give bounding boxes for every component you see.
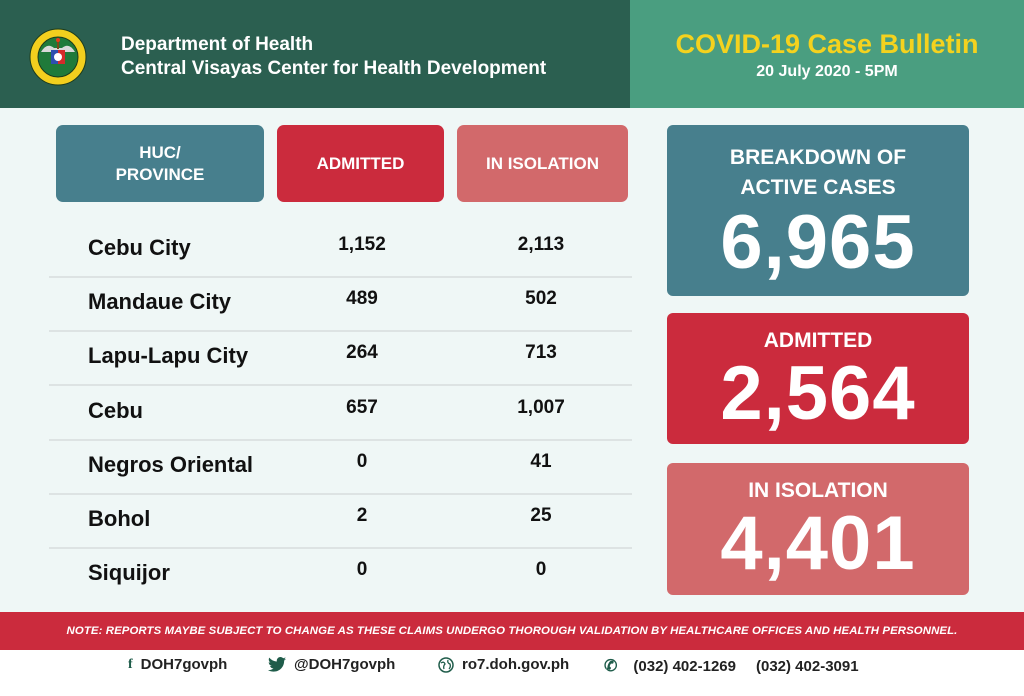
column-header-admitted: ADMITTED (277, 125, 444, 202)
admitted-card-value: 2,564 (720, 351, 916, 436)
isolation-card-value: 4,401 (720, 501, 916, 586)
row-name: Mandaue City (88, 289, 232, 314)
footer-bar (0, 650, 1024, 696)
row-admitted: 264 (346, 342, 378, 363)
table-row: Cebu 657 1,007 (49, 387, 632, 441)
row-isolation: 25 (530, 505, 552, 526)
row-divider (49, 439, 632, 441)
globe-icon (438, 656, 454, 673)
row-divider (49, 547, 632, 549)
disclaimer-note: NOTE: REPORTS MAYBE SUBJECT TO CHANGE AS… (0, 612, 1024, 650)
table-row: Cebu City 1,152 2,113 (49, 224, 632, 278)
active-cases-value: 6,965 (720, 200, 916, 285)
row-divider (49, 384, 632, 386)
header-left-panel (0, 0, 630, 108)
row-name: Negros Oriental (88, 452, 254, 477)
row-name: Lapu-Lapu City (88, 343, 249, 368)
bulletin-title: COVID-19 Case Bulletin (675, 29, 979, 59)
footer-website[interactable]: ro7.doh.gov.ph (438, 656, 569, 673)
phone-number-2[interactable]: (032) 402-3091 (755, 657, 859, 675)
column-header-in-isolation: IN ISOLATION (457, 125, 628, 202)
isolation-card-label: IN ISOLATION (748, 479, 888, 502)
row-name: Bohol (88, 506, 151, 531)
row-divider (49, 276, 632, 278)
row-isolation: 502 (525, 288, 557, 309)
huc-label-line1: HUC/ (139, 142, 181, 162)
phone-number-1[interactable]: (032) 402-1269 (633, 657, 736, 675)
isolation-card: IN ISOLATION 4,401 (667, 463, 969, 595)
row-name: Cebu (88, 398, 143, 423)
facebook-handle[interactable]: DOH7govph (140, 656, 228, 673)
row-isolation: 2,113 (517, 234, 565, 255)
row-admitted: 1,152 (338, 234, 386, 255)
column-header-huc-province: HUC/PROVINCE (56, 125, 264, 202)
twitter-handle[interactable]: @DOH7govph (294, 656, 396, 673)
row-admitted: 0 (356, 451, 368, 472)
footer-twitter[interactable]: @DOH7govph (268, 656, 395, 673)
twitter-icon (268, 657, 286, 672)
active-cases-label-line1: BREAKDOWN OF (729, 146, 907, 169)
row-isolation: 0 (535, 559, 547, 580)
facebook-icon: f (128, 656, 133, 672)
huc-label-line2: PROVINCE (115, 164, 205, 184)
header-right-panel (630, 0, 1024, 108)
org-name: Department of Health (121, 34, 314, 55)
row-divider (49, 330, 632, 332)
admitted-card-label: ADMITTED (763, 329, 873, 352)
row-admitted: 2 (356, 505, 368, 526)
doh-seal-logo (29, 28, 87, 86)
table-row: Bohol 2 25 (49, 495, 632, 549)
row-name: Siquijor (88, 560, 170, 585)
footer-facebook[interactable]: f DOH7govph (128, 656, 227, 673)
footer-phone: ✆ (032) 402-1269 (032) 402-3091 (604, 656, 859, 676)
admitted-card: ADMITTED 2,564 (667, 313, 969, 444)
table-row: Mandaue City 489 502 (49, 278, 632, 332)
row-isolation: 1,007 (517, 397, 565, 418)
row-admitted: 489 (346, 288, 378, 309)
row-admitted: 657 (346, 397, 378, 418)
active-cases-card: BREAKDOWN OF ACTIVE CASES 6,965 (667, 125, 969, 296)
row-admitted: 0 (356, 559, 368, 580)
row-name: Cebu City (88, 235, 191, 260)
org-subname: Central Visayas Center for Health Develo… (121, 58, 547, 79)
table-row: Lapu-Lapu City 264 713 (49, 332, 632, 386)
row-divider (49, 493, 632, 495)
table-row: Negros Oriental 0 41 (49, 441, 632, 495)
active-cases-label-line2: ACTIVE CASES (740, 176, 896, 199)
phone-icon: ✆ (604, 658, 618, 675)
table-row: Siquijor 0 0 (49, 549, 632, 603)
row-isolation: 41 (530, 451, 552, 472)
row-isolation: 713 (525, 342, 557, 363)
website-url[interactable]: ro7.doh.gov.ph (462, 656, 570, 673)
bulletin-date: 20 July 2020 - 5PM (756, 63, 898, 80)
